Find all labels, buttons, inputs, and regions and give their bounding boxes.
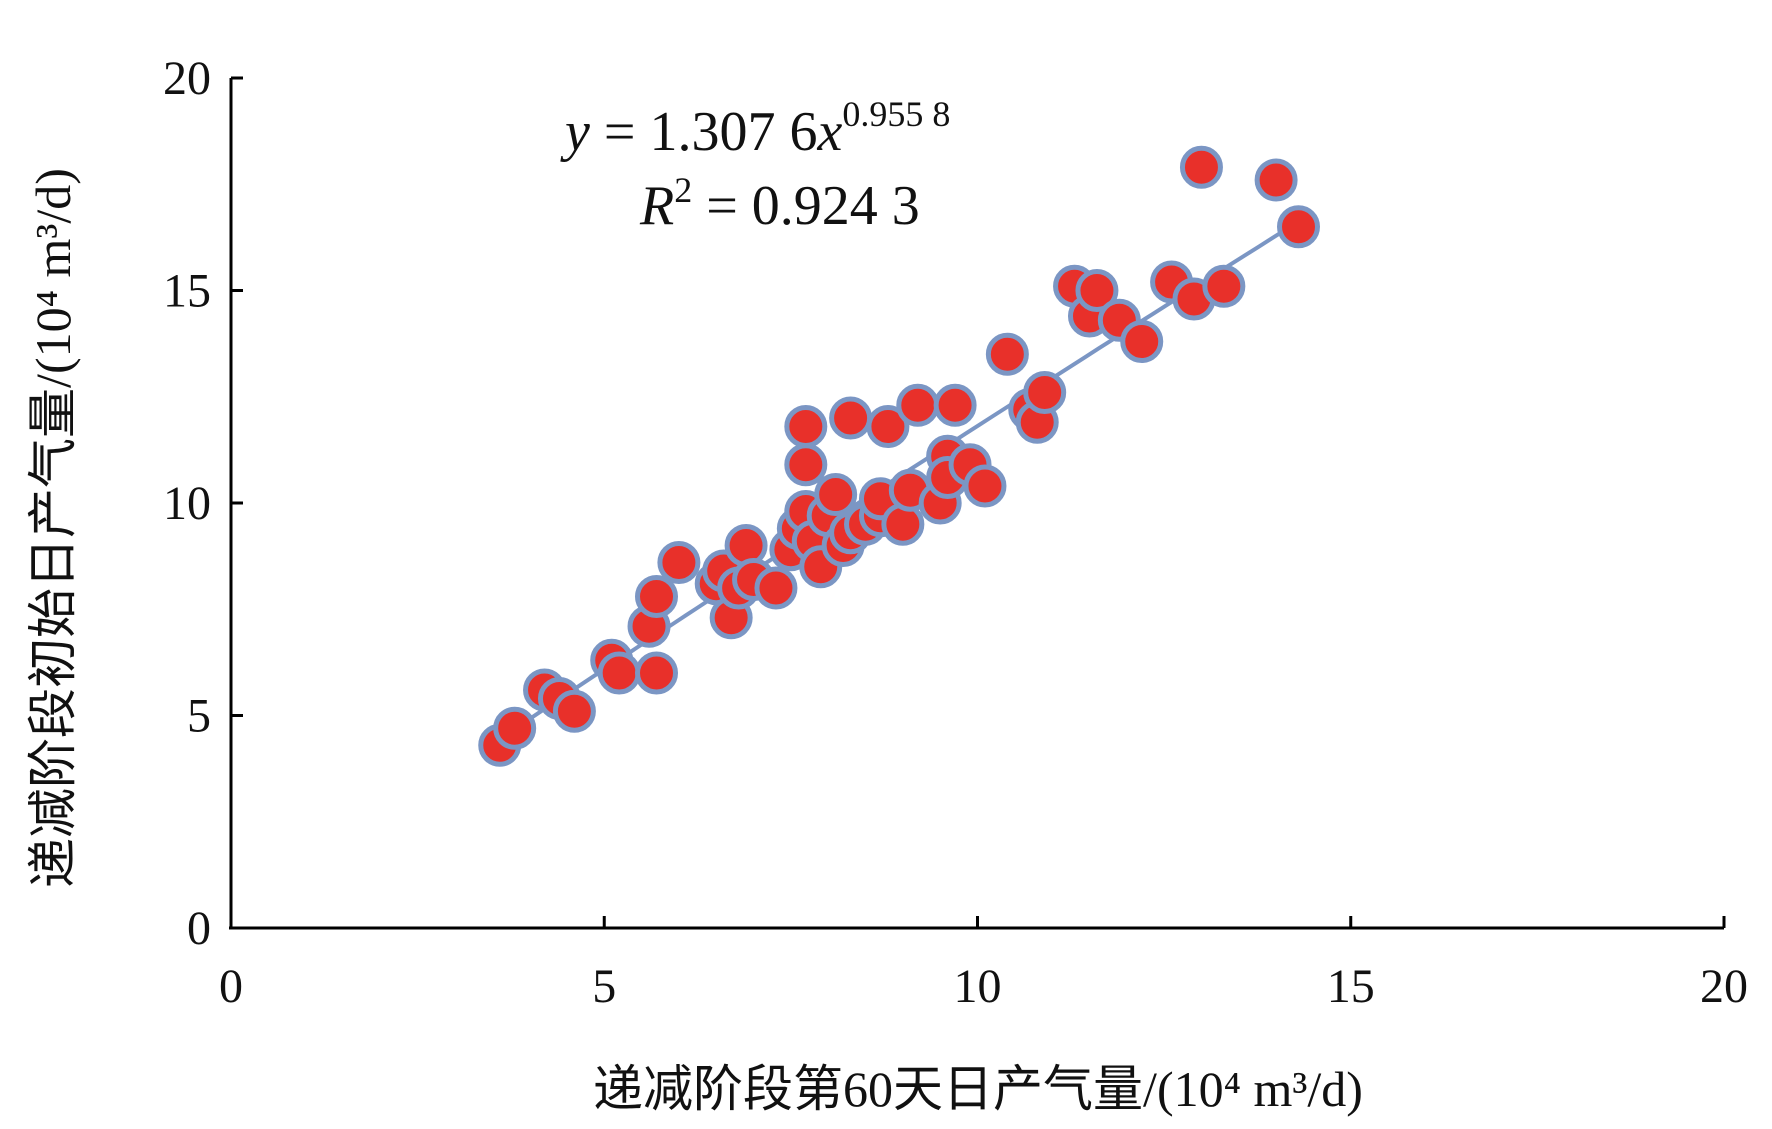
fit-equation-exponent: 0.955 8 xyxy=(842,94,950,134)
data-point xyxy=(1254,158,1298,202)
data-point xyxy=(829,396,873,440)
y-ticks: 0 5 10 15 20 xyxy=(163,52,243,955)
data-point xyxy=(963,464,1007,508)
y-tick-label: 10 xyxy=(163,477,211,530)
data-point xyxy=(597,651,641,695)
data-point xyxy=(784,443,828,487)
x-tick-label: 0 xyxy=(219,960,243,1013)
x-axis-title: 递减阶段第60天日产气量/(10⁴ m³/d) xyxy=(593,1061,1363,1117)
data-point xyxy=(933,383,977,427)
data-point xyxy=(1179,145,1223,189)
data-point xyxy=(724,524,768,567)
data-point xyxy=(1075,269,1119,312)
fit-equation-equals: = xyxy=(590,101,650,163)
y-tick-label: 0 xyxy=(187,902,211,955)
fit-equation-y: y xyxy=(560,101,590,163)
y-tick-label: 20 xyxy=(163,52,211,105)
data-point xyxy=(657,541,701,584)
data-point xyxy=(866,405,910,448)
x-tick-label: 20 xyxy=(1700,960,1748,1013)
r-squared-value: = 0.924 3 xyxy=(692,175,920,237)
data-point xyxy=(881,502,925,546)
y-tick-label: 15 xyxy=(163,265,211,318)
data-point xyxy=(1023,371,1067,414)
x-tick-label: 15 xyxy=(1327,960,1375,1013)
x-tick-label: 10 xyxy=(954,960,1002,1013)
data-point xyxy=(814,473,858,516)
y-tick-label: 5 xyxy=(187,690,211,743)
fit-equation: y = 1.307 6x0.955 8 xyxy=(560,94,950,163)
r-squared-var: R xyxy=(639,175,674,237)
x-ticks: 0 5 10 15 20 xyxy=(219,916,1748,1013)
r-squared: R2 = 0.924 3 xyxy=(639,170,920,237)
r-squared-exp: 2 xyxy=(674,170,692,210)
data-point xyxy=(754,566,798,610)
data-point xyxy=(1202,264,1246,308)
x-tick-label: 5 xyxy=(592,960,616,1013)
fit-equation-x: x xyxy=(816,101,842,163)
data-point xyxy=(896,383,940,427)
fit-equation-coef: 1.307 6 xyxy=(649,101,817,163)
data-point xyxy=(635,651,679,695)
data-point xyxy=(1120,320,1164,363)
data-points xyxy=(478,145,1320,767)
data-point xyxy=(784,405,828,448)
y-axis-title: 递减阶段初始日产气量/(10⁴ m³/d) xyxy=(25,168,81,888)
data-point xyxy=(1276,205,1320,249)
data-point xyxy=(552,689,596,733)
data-point xyxy=(493,706,537,750)
data-point xyxy=(635,575,679,618)
data-point xyxy=(985,332,1029,376)
